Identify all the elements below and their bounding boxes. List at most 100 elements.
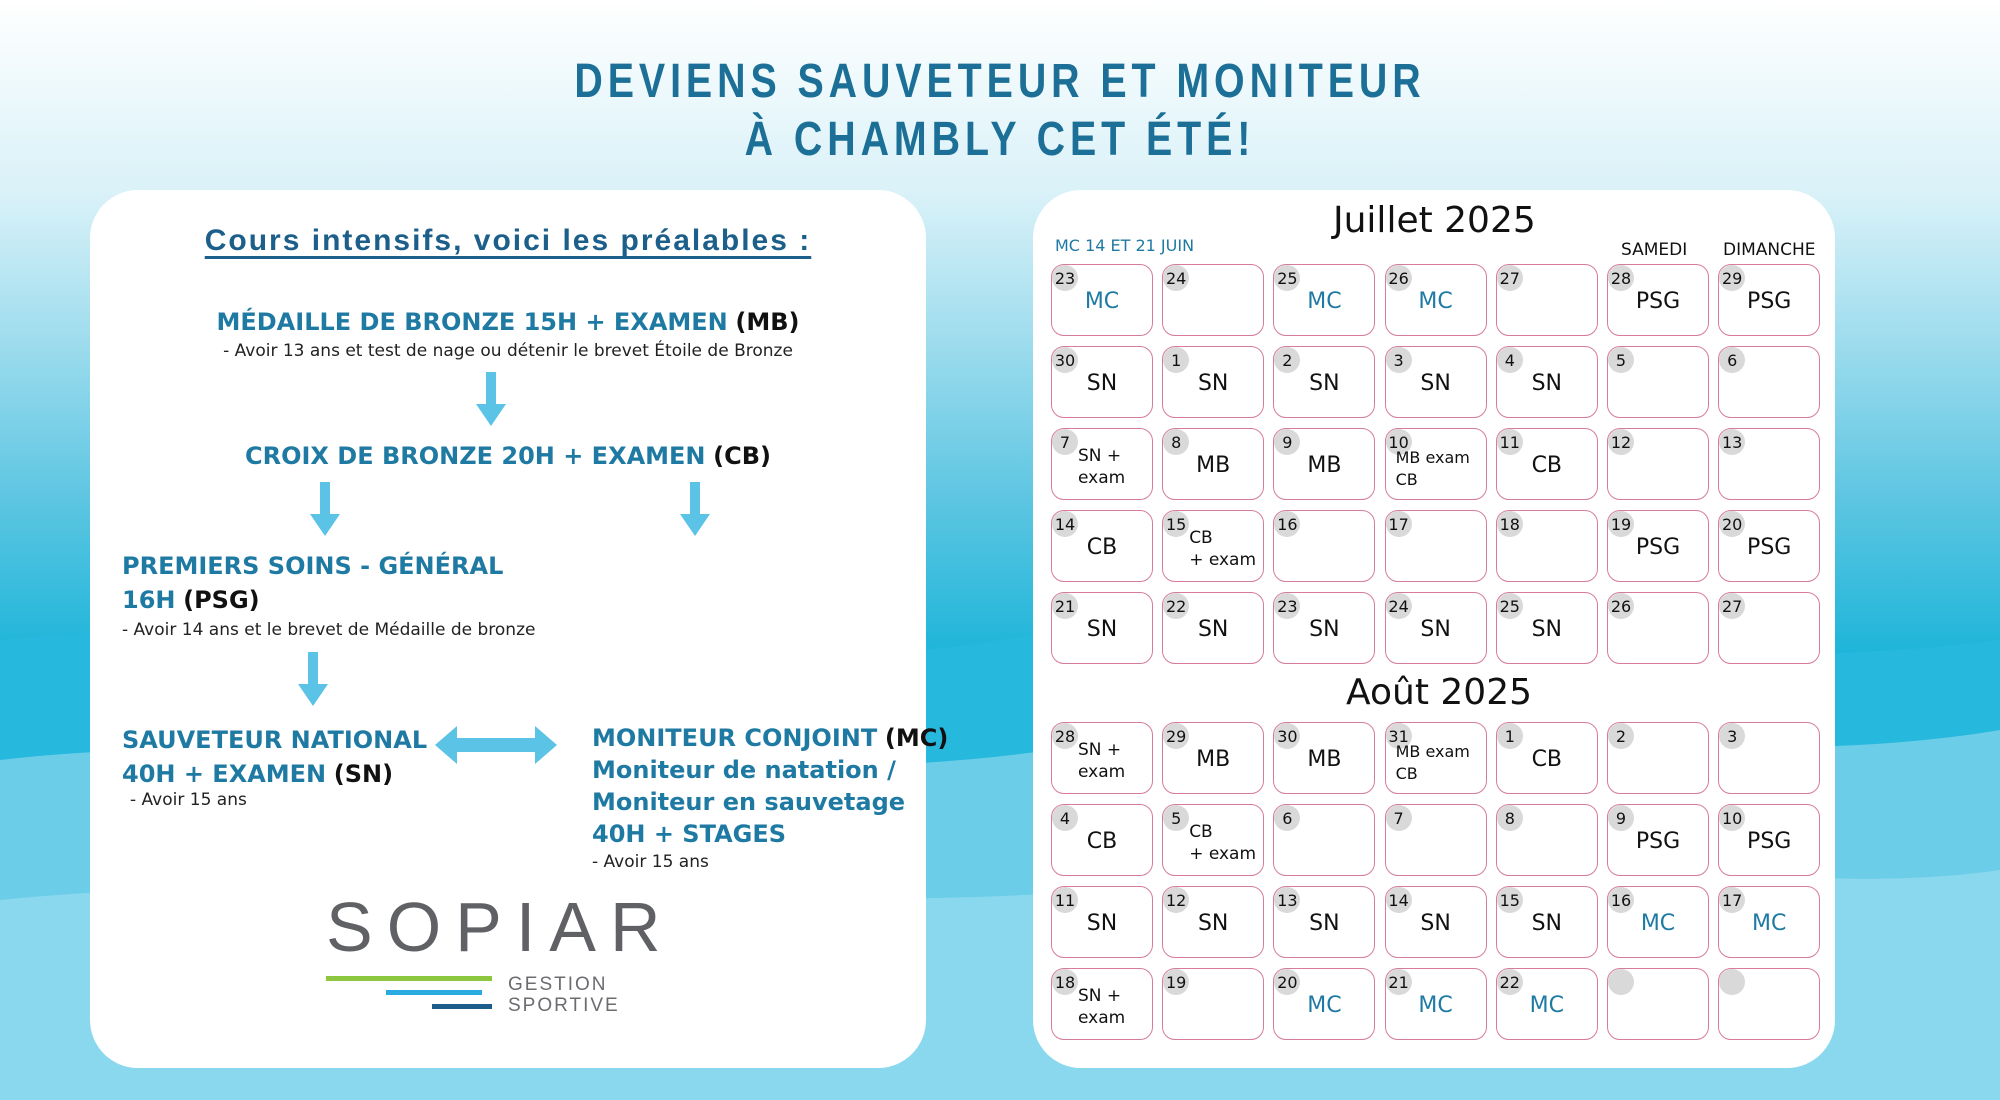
sopiar-logo: SOPIAR GESTION SPORTIVE (326, 890, 661, 1020)
logo-tagline-1: GESTION (508, 974, 608, 995)
day-event: MB exam CB (1396, 447, 1486, 491)
day-event-line-2: exam (1078, 762, 1126, 782)
calendar-day-cell: 4 SN (1495, 346, 1598, 418)
calendar-day-cell: 6 (1273, 804, 1376, 876)
course-mb-note: - Avoir 13 ans et test de nage ou déteni… (223, 341, 793, 361)
day-number: 7 (1052, 429, 1078, 455)
calendar-day-cell: 13 SN (1273, 886, 1376, 958)
day-number: 17 (1719, 887, 1746, 913)
day-event: PSG (1747, 829, 1792, 854)
day-event: MB exam CB (1396, 741, 1486, 785)
day-number: 23 (1274, 593, 1301, 619)
day-number: 18 (1496, 511, 1523, 537)
calendar-day-cell: 22 MC (1495, 968, 1598, 1040)
calendar-day-cell (1718, 968, 1821, 1040)
sunday-header: DIMANCHE (1723, 240, 1816, 260)
calendar-card: Juillet 2025 MC 14 ET 21 JUIN SAMEDI DIM… (1033, 190, 1835, 1068)
day-number: 1 (1496, 723, 1523, 749)
calendar-day-cell: 17 MC (1718, 886, 1821, 958)
arrow-down-icon (680, 482, 710, 536)
day-event: SN (1531, 617, 1562, 642)
calendar-day-cell: 10 PSG (1718, 804, 1821, 876)
day-number: 20 (1274, 969, 1301, 995)
day-number: 5 (1163, 805, 1190, 831)
day-event: SN (1309, 617, 1340, 642)
course-mc-line-4: 40H + STAGES (592, 820, 787, 848)
day-event: CB (1531, 747, 1563, 772)
day-event: SN (1086, 617, 1118, 642)
day-number: 2 (1274, 347, 1301, 373)
calendar-day-cell: 3 SN (1384, 346, 1487, 418)
day-event: CB (1086, 829, 1118, 854)
day-event: SN (1086, 911, 1118, 936)
calendar-day-cell: 9 PSG (1607, 804, 1709, 876)
day-number: 8 (1496, 805, 1523, 831)
course-psg: 16H (PSG) (122, 584, 260, 616)
course-psg-title: PREMIERS SOINS - GÉNÉRAL (122, 552, 504, 580)
day-number: 13 (1274, 887, 1301, 913)
calendar-day-cell: 7 (1384, 804, 1487, 876)
calendar-note: MC 14 ET 21 JUIN (1055, 236, 1195, 255)
calendar-day-cell: 13 (1718, 428, 1821, 500)
calendar-day-cell: 1 CB (1495, 722, 1598, 794)
day-number: 12 (1608, 429, 1634, 455)
day-event: MB (1196, 747, 1231, 772)
day-number: 11 (1052, 887, 1078, 913)
day-event: CB (1531, 453, 1563, 478)
calendar-day-cell: 11 CB (1495, 428, 1598, 500)
calendar-day-cell: 22 SN (1162, 592, 1265, 664)
calendar-day-cell: 25 MC (1273, 264, 1376, 336)
day-event-line-2: exam (1078, 1008, 1126, 1028)
day-event: SN + exam (1078, 445, 1152, 489)
logo-tagline-2: SPORTIVE (508, 995, 620, 1016)
calendar-day-cell: 27 (1495, 264, 1598, 336)
day-event: MC (1307, 289, 1342, 314)
day-event: SN (1309, 911, 1340, 936)
arrow-down-icon (476, 372, 506, 426)
saturday-header: SAMEDI (1621, 240, 1688, 260)
calendar-day-cell: 5 CB + exam (1162, 804, 1265, 876)
calendar-day-cell: 6 (1718, 346, 1821, 418)
day-event: PSG (1635, 829, 1681, 854)
day-event: MC (1084, 289, 1120, 314)
day-number: 2 (1608, 723, 1634, 749)
day-number: 30 (1274, 723, 1301, 749)
day-number: 5 (1608, 347, 1634, 373)
course-cb: CROIX DE BRONZE 20H + EXAMEN (CB) (90, 440, 926, 472)
calendar-day-cell: 1 SN (1162, 346, 1265, 418)
day-number: 21 (1385, 969, 1412, 995)
calendar-day-cell: 3 (1718, 722, 1821, 794)
headline-line-1: DEVIENS SAUVETEUR ET MONITEUR (574, 55, 1426, 108)
day-event: MB (1307, 747, 1342, 772)
calendar-day-cell: 14 SN (1384, 886, 1487, 958)
day-number: 31 (1385, 723, 1412, 749)
day-event: MC (1418, 993, 1453, 1018)
day-number: 9 (1274, 429, 1301, 455)
calendar-day-cell: 2 SN (1273, 346, 1376, 418)
day-event: SN (1420, 371, 1451, 396)
course-psg-code: (PSG) (183, 586, 260, 614)
arrow-down-icon (310, 482, 340, 536)
calendar-day-cell: 25 SN (1495, 592, 1598, 664)
day-number: 27 (1496, 265, 1523, 291)
day-number: 8 (1163, 429, 1190, 455)
course-sn-title: SAUVETEUR NATIONAL (122, 726, 428, 754)
day-number: 15 (1496, 887, 1523, 913)
course-psg-note: - Avoir 14 ans et le brevet de Médaille … (122, 620, 536, 640)
logo-wordmark: SOPIAR (326, 888, 675, 966)
day-number: 10 (1385, 429, 1412, 455)
day-event: PSG (1747, 289, 1792, 314)
day-number: 25 (1496, 593, 1523, 619)
day-number: 26 (1608, 593, 1634, 619)
calendar-day-cell: 15 SN (1495, 886, 1598, 958)
day-number: 28 (1608, 265, 1634, 291)
day-event-line-2: + exam (1189, 844, 1257, 864)
calendar-day-cell: 16 (1273, 510, 1376, 582)
day-number: 29 (1719, 265, 1746, 291)
day-number: 3 (1719, 723, 1746, 749)
day-event-line-1: SN + (1078, 446, 1122, 466)
day-number: 10 (1719, 805, 1746, 831)
day-event: SN (1197, 617, 1229, 642)
calendar-day-cell: 5 (1607, 346, 1709, 418)
day-number: 9 (1608, 805, 1634, 831)
